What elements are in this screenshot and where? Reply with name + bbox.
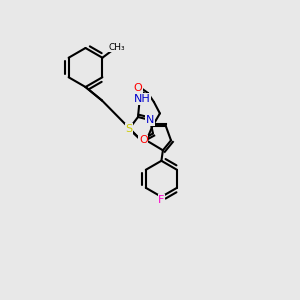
Text: O: O [139, 135, 148, 146]
Text: F: F [158, 195, 165, 205]
Text: O: O [134, 82, 142, 93]
Text: N: N [146, 115, 154, 125]
Text: NH: NH [134, 94, 150, 104]
Text: S: S [125, 124, 133, 134]
Text: CH₃: CH₃ [109, 43, 125, 52]
